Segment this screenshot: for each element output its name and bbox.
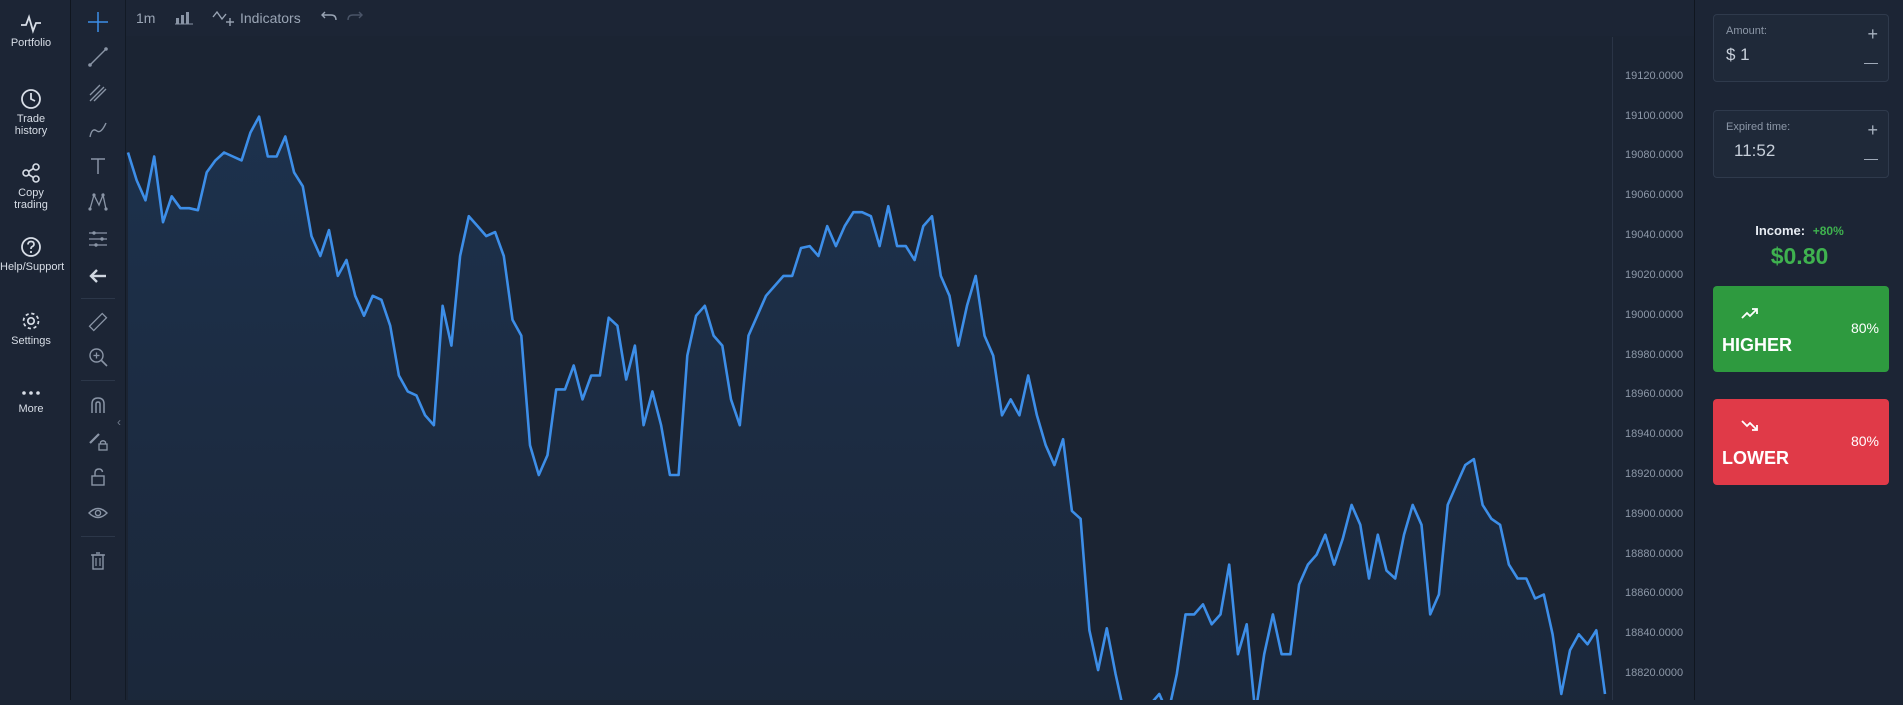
sidebar-item-label: Trade history [14,113,48,137]
sidebar-item-trade-history[interactable]: Trade history [0,88,62,137]
collapse-toolbar-handle[interactable]: ‹ [117,415,121,429]
price-axis-label: 18820.0000 [1625,667,1684,680]
sidebar-item-label: Help/Support [0,261,65,273]
lower-label: LOWER [1722,448,1789,468]
trade-panel: Amount: $ 1 + — Expired time: 11:52 + — … [1694,0,1903,700]
chart-toolbar: 1m Indicators [126,0,1694,36]
sidebar-item-label: Copy trading [14,187,48,211]
price-axis-label: 18860.0000 [1625,587,1684,600]
income-value: $0.80 [1770,243,1829,269]
price-line-chart [126,115,1607,705]
zoom-in-icon[interactable] [85,344,111,370]
gear-icon [22,312,40,330]
price-area [128,116,1605,705]
price-axis-label: 19020.0000 [1625,268,1684,281]
sidebar-item-help-support[interactable]: Help/Support [0,236,65,273]
amount-value[interactable]: $ 1 [1726,45,1750,64]
redo-icon[interactable] [346,8,364,27]
amount-plus-button[interactable]: + [1867,24,1878,44]
crosshair-tool-icon[interactable] [85,9,111,35]
indicators-button[interactable]: Indicators [240,10,301,26]
higher-label: HIGHER [1722,335,1793,355]
price-line [126,115,1607,705]
price-axis-label: 19120.0000 [1625,69,1684,82]
sidebar-item-copy-trading[interactable]: Copy trading [0,162,62,211]
amount-minus-button[interactable]: — [1864,54,1878,70]
trash-icon[interactable] [85,548,111,574]
price-axis-label: 18940.0000 [1625,428,1684,441]
arrow-left-icon[interactable] [85,263,111,289]
price-axis-label: 19100.0000 [1625,109,1684,122]
trend-line-tool-icon[interactable] [85,44,111,70]
price-axis-label: 18980.0000 [1625,348,1684,361]
brush-tool-icon[interactable] [85,117,111,143]
clock-icon [21,89,41,109]
price-axis-label: 18920.0000 [1625,468,1684,481]
sidebar-item-settings[interactable]: Settings [0,310,62,347]
expire-value[interactable]: 11:52 [1734,141,1776,160]
expire-label: Expired time: [1726,121,1791,133]
pitchfork-tool-icon[interactable] [85,80,111,106]
sidebar-item-more[interactable]: More [0,386,62,415]
eye-icon[interactable] [85,500,111,526]
toolbar-divider [81,536,115,537]
expire-time-field[interactable]: Expired time: 11:52 + — [1713,110,1889,178]
timeframe-button[interactable]: 1m [136,10,156,26]
ruler-tool-icon[interactable] [85,309,111,335]
price-axis-label: 18960.0000 [1625,388,1684,401]
amount-field[interactable]: Amount: $ 1 + — [1713,14,1889,82]
higher-button[interactable]: HIGHER 80% [1713,286,1889,372]
price-axis-label: 19080.0000 [1625,149,1684,162]
price-axis-label: 18840.0000 [1625,627,1684,640]
sidebar-item-label: Settings [11,335,51,347]
drawing-toolbar [71,0,126,700]
higher-percent: 80% [1850,320,1879,336]
sidebar-item-label: Portfolio [10,37,52,49]
indicators-icon[interactable] [212,8,236,31]
text-tool-icon[interactable] [85,153,111,179]
expire-minus-button[interactable]: — [1864,150,1878,166]
price-axis-label: 18880.0000 [1625,547,1684,560]
trend-up-icon [1741,308,1758,319]
magnet-icon[interactable] [85,392,111,418]
toolbar-divider [81,380,115,381]
pattern-tool-icon[interactable] [85,189,111,215]
unlock-icon[interactable] [85,464,111,490]
income-percent: +80% [1812,224,1844,238]
fibonacci-tool-icon[interactable] [85,226,111,252]
lower-button[interactable]: LOWER 80% [1713,399,1889,485]
chart-type-icon[interactable] [174,9,194,28]
pulse-icon [21,14,41,34]
dots-icon [22,391,40,395]
price-axis-label: 19060.0000 [1625,189,1684,202]
undo-icon[interactable] [320,8,338,27]
main-sidebar: Portfolio Trade history Copy trading Hel… [0,0,71,700]
sidebar-item-label: More [18,403,44,415]
price-axis-label: 19040.0000 [1625,229,1684,242]
question-icon [21,237,41,257]
price-axis-label: 19000.0000 [1625,308,1684,321]
income-row: Income: +80% [1695,223,1903,238]
toolbar-divider [81,298,115,299]
sidebar-item-portfolio[interactable]: Portfolio [0,14,62,49]
share-icon [22,163,40,183]
price-axis: 19120.0000 19100.0000 19080.0000 19060.0000… [1612,37,1695,700]
lower-percent: 80% [1850,433,1879,449]
price-chart[interactable]: ‹ [117,37,1694,705]
trend-down-icon [1741,420,1758,431]
pencil-lock-icon[interactable] [85,428,111,454]
price-axis-label: 18900.0000 [1625,507,1684,520]
expire-plus-button[interactable]: + [1867,120,1878,140]
income-label: Income: [1755,223,1806,238]
amount-label: Amount: [1726,25,1767,37]
